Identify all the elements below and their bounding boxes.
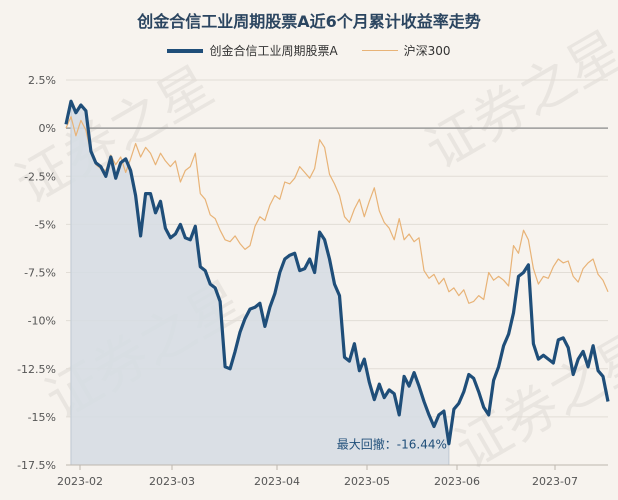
y-tick-label: -17.5%	[17, 459, 56, 472]
legend-label-index: 沪深300	[403, 44, 451, 58]
y-tick-label: 2.5%	[28, 74, 56, 87]
y-axis: 2.5% 0% -2.5% -5% -7.5% -10% -12.5% -15% -17.5%	[17, 74, 56, 472]
legend-swatch-fund	[167, 48, 204, 53]
x-tick-label: 2023-02	[57, 475, 103, 488]
watermark-text: 证券之星	[415, 19, 618, 182]
legend-item-index[interactable]: 沪深300	[361, 42, 451, 59]
y-tick-label: -2.5%	[24, 170, 56, 183]
y-tick-label: -5%	[35, 218, 56, 231]
legend: 创金合信工业周期股票A 沪深300	[0, 42, 618, 59]
x-axis: 2023-02 2023-03 2023-04 2023-05 2023-06 2023-…	[57, 464, 608, 488]
y-tick-label: -10%	[28, 315, 56, 328]
y-tick-label: -12.5%	[17, 363, 56, 376]
max-drawdown-area	[70, 101, 450, 466]
legend-item-fund[interactable]: 创金合信工业周期股票A	[167, 42, 338, 59]
series-lines	[64, 99, 610, 446]
series-line-fund	[64, 99, 610, 446]
series-line-index	[65, 116, 609, 304]
legend-swatch-index	[361, 50, 398, 51]
max-drawdown-label: 最大回撤：-16.44%	[337, 437, 447, 452]
chart-title: 创金合信工业周期股票A近6个月累计收益率走势	[137, 12, 481, 31]
y-tick-label: -7.5%	[24, 267, 56, 280]
x-tick-label: 2023-06	[434, 475, 480, 488]
annotation-layer: 最大回撤：-16.44%	[337, 437, 447, 452]
drawdown-area	[70, 101, 449, 466]
x-tick-label: 2023-07	[532, 475, 578, 488]
y-tick-label: -15%	[28, 411, 56, 424]
y-tick-label: 0%	[39, 122, 56, 135]
legend-label-fund: 创金合信工业周期股票A	[209, 44, 338, 58]
x-tick-label: 2023-03	[149, 475, 195, 488]
x-tick-label: 2023-05	[344, 475, 390, 488]
x-tick-label: 2023-04	[254, 475, 300, 488]
watermark-text: 证券之星	[445, 319, 618, 482]
